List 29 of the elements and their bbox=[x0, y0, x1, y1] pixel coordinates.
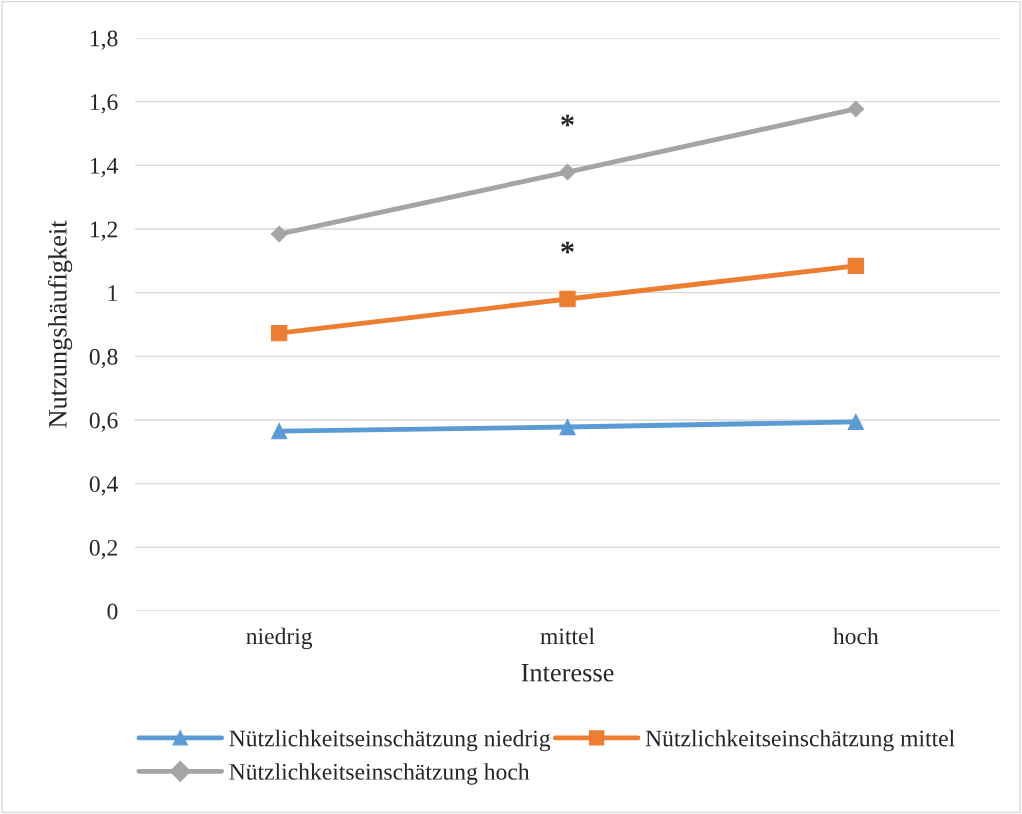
point bbox=[271, 422, 288, 440]
point bbox=[847, 257, 864, 275]
point bbox=[270, 225, 288, 243]
point bbox=[271, 324, 288, 342]
y-tick-label: 1,4 bbox=[90, 157, 118, 178]
annotation: * bbox=[561, 241, 574, 254]
y-tick-label: 0,6 bbox=[89, 412, 118, 432]
y-tick-label: 0 bbox=[107, 603, 118, 620]
y-tick-label: 1,8 bbox=[90, 30, 118, 50]
legend-label: Nützlichkeitseinschätzung mittel bbox=[645, 729, 955, 752]
x-tick-label: niedrig bbox=[246, 627, 313, 650]
y-tick-label: 0,2 bbox=[89, 539, 118, 560]
legend-label: Nützlichkeitseinschätzung niedrig bbox=[229, 729, 551, 752]
annotation: * bbox=[561, 114, 574, 127]
point bbox=[847, 100, 865, 118]
point bbox=[559, 163, 576, 181]
x-tick-label: hoch bbox=[833, 627, 879, 645]
y-tick-label: 1,2 bbox=[90, 221, 118, 241]
point bbox=[559, 290, 576, 308]
legend-label: Nützlichkeitseinschätzung hoch bbox=[229, 763, 530, 785]
x-axis-title: Interesse bbox=[521, 664, 614, 682]
y-tick-label: 0,4 bbox=[89, 476, 118, 496]
point bbox=[847, 413, 864, 431]
point bbox=[559, 418, 576, 436]
y-tick-label: 1 bbox=[108, 285, 117, 301]
y-axis-title: Nutzungshäufigkeit bbox=[47, 220, 73, 428]
y-tick-label: 1,6 bbox=[90, 94, 118, 114]
x-tick-label: mittel bbox=[540, 627, 595, 645]
y-tick-label: 0,8 bbox=[89, 348, 118, 369]
